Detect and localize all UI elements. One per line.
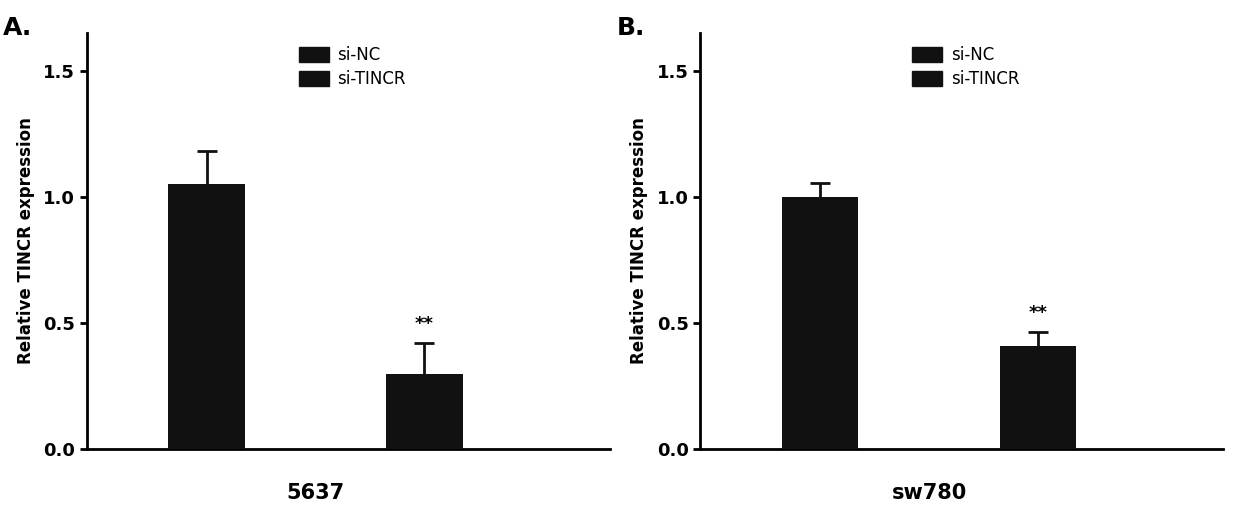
Bar (387, 373, 463, 450)
Text: sw780: sw780 (892, 483, 967, 503)
Y-axis label: Relative TINCR expression: Relative TINCR expression (630, 118, 649, 365)
Text: **: ** (1029, 304, 1048, 322)
Legend: si-NC, si-TINCR: si-NC, si-TINCR (908, 41, 1024, 93)
Text: 5637: 5637 (286, 483, 345, 503)
Text: A.: A. (2, 16, 32, 40)
Text: **: ** (415, 315, 434, 333)
Bar (782, 197, 858, 450)
Bar (169, 184, 244, 450)
Bar (999, 346, 1076, 450)
Y-axis label: Relative TINCR expression: Relative TINCR expression (16, 118, 35, 365)
Text: B.: B. (616, 16, 645, 40)
Legend: si-NC, si-TINCR: si-NC, si-TINCR (294, 41, 410, 93)
